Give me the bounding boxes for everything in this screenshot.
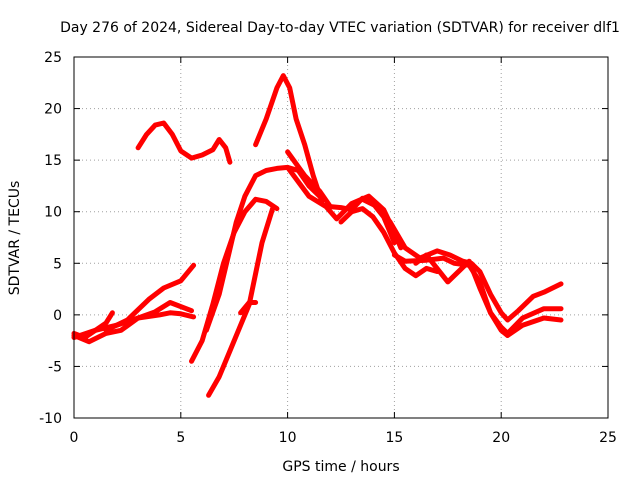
y-tick-label: 5: [53, 256, 62, 272]
y-tick-label: 25: [44, 50, 62, 66]
x-tick-label: 15: [385, 430, 403, 446]
series-line-s8: [206, 206, 276, 398]
series-line-s4: [103, 262, 197, 333]
series-layer: [71, 73, 564, 398]
x-tick-label: 0: [70, 430, 79, 446]
series-line-s10: [253, 73, 325, 204]
y-tick-label: 20: [44, 102, 62, 118]
series-line-s14: [359, 196, 564, 323]
plot-frame: [73, 56, 609, 419]
series-line-s13: [338, 206, 440, 279]
y-tick-label: 0: [53, 308, 62, 324]
series-line-s9: [238, 300, 259, 316]
y-tick-label: 10: [44, 205, 62, 221]
axis-ticks: 0 5 10 15 20 25 -10 -5 0 5 10 15 20 25: [39, 50, 617, 446]
series-line-s16: [413, 252, 564, 338]
x-tick-label: 10: [279, 430, 297, 446]
y-tick-label: -5: [48, 359, 62, 375]
x-axis-label: GPS time / hours: [282, 459, 399, 475]
series-line-s2: [71, 300, 194, 345]
x-tick-label: 20: [492, 430, 510, 446]
chart-title: Day 276 of 2024, Sidereal Day-to-day VTE…: [60, 20, 620, 36]
x-tick-label: 25: [599, 430, 617, 446]
y-tick-label: -10: [39, 411, 62, 427]
y-tick-label: 15: [44, 153, 62, 169]
series-line-s3: [71, 310, 197, 340]
x-tick-label: 5: [176, 430, 185, 446]
grid-lines: [74, 57, 608, 418]
series-line-s11: [285, 149, 397, 246]
y-axis-label: SDTVAR / TECUs: [7, 181, 23, 296]
series-line-s5: [135, 120, 233, 165]
